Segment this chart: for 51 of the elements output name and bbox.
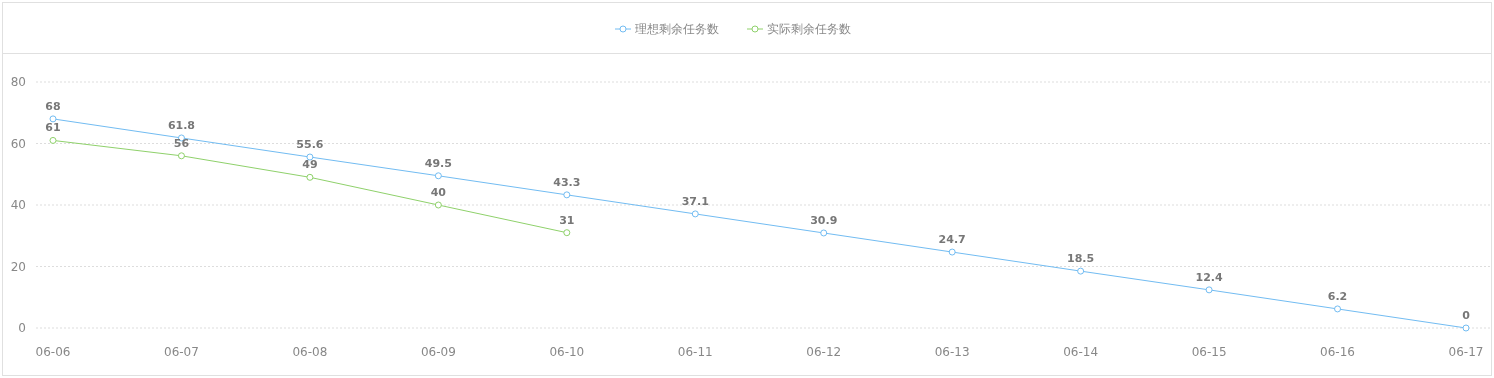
data-label: 61.8 <box>167 118 196 132</box>
data-label: 49.5 <box>424 156 452 170</box>
data-label: 56 <box>173 136 190 150</box>
x-tick-label: 06-12 <box>806 345 842 359</box>
point <box>1334 305 1342 313</box>
point <box>1462 324 1470 332</box>
legend-label: 理想剩余任务数 <box>635 22 719 36</box>
y-tick-label: 40 <box>10 198 26 212</box>
x-tick-label: 06-08 <box>292 345 328 359</box>
y-tick-label: 60 <box>10 136 26 151</box>
data-label: 12.4 <box>1195 270 1224 284</box>
point <box>49 136 57 144</box>
data-label: 31 <box>559 213 575 227</box>
x-tick-label: 06-09 <box>420 345 456 359</box>
x-tick-label: 06-07 <box>164 345 199 359</box>
x-tick-label: 06-06 <box>35 345 71 359</box>
x-tick-label: 06-13 <box>934 345 970 359</box>
data-label: 18.5 <box>1067 252 1095 266</box>
point <box>306 173 314 181</box>
y-tick-label: 20 <box>10 259 26 274</box>
x-tick-label: 06-17 <box>1448 345 1484 359</box>
data-label: 0 <box>1462 309 1471 322</box>
x-tick-label: 06-11 <box>677 345 713 359</box>
data-label: 40 <box>430 186 447 199</box>
point <box>563 191 571 199</box>
data-label: 30.9 <box>810 213 838 227</box>
data-label: 61 <box>45 121 61 135</box>
point <box>691 210 699 218</box>
point <box>434 201 442 209</box>
y-tick-label: 80 <box>10 75 26 89</box>
point <box>1077 267 1085 275</box>
point <box>563 229 571 237</box>
point <box>177 152 185 160</box>
legend-label: 实际剩余任务数 <box>767 22 851 36</box>
point <box>948 248 956 256</box>
data-label: 37.1 <box>681 194 709 208</box>
data-label: 55.6 <box>296 138 324 152</box>
point <box>1205 286 1213 294</box>
data-label: 43.3 <box>553 175 581 189</box>
point <box>820 229 828 237</box>
x-tick-label: 06-15 <box>1191 345 1227 359</box>
x-tick-label: 06-16 <box>1320 345 1355 359</box>
x-tick-label: 06-10 <box>549 345 585 359</box>
data-label: 24.7 <box>938 233 966 247</box>
data-label: 6.2 <box>1327 289 1348 303</box>
data-label: 68 <box>45 99 61 113</box>
data-label: 49 <box>302 158 318 172</box>
point <box>434 172 442 180</box>
x-tick-label: 06-14 <box>1063 345 1099 359</box>
y-tick-label: 0 <box>18 321 26 335</box>
point <box>49 115 57 123</box>
